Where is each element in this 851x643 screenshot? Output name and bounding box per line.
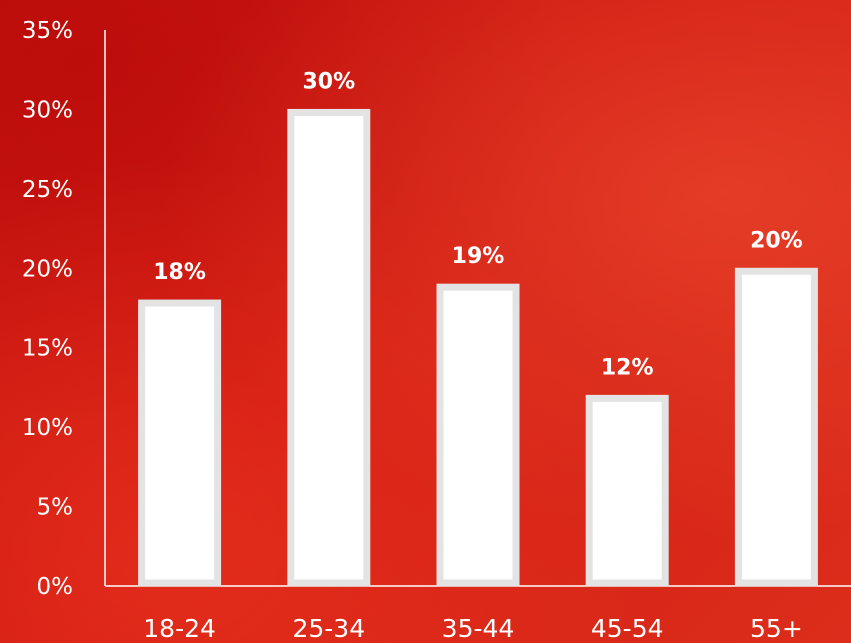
bar-45-54 (585, 394, 669, 587)
y-tick-label: 0% (37, 574, 74, 600)
data-label-18-24: 18% (153, 260, 206, 285)
bar-18-24 (138, 299, 222, 587)
data-label-25-34: 30% (302, 69, 355, 94)
x-axis-category-labels: 18-24 25-34 35-44 45-54 55+ (143, 614, 803, 643)
y-tick-label: 30% (22, 97, 73, 123)
bar-35-44 (436, 283, 520, 587)
y-tick-label: 10% (22, 415, 73, 441)
y-tick-label: 20% (22, 256, 73, 282)
data-label-35-44: 19% (452, 244, 505, 269)
bar-data-labels: 18% 30% 19% 12% 20% (153, 69, 802, 380)
x-tick-label-45-54: 45-54 (591, 614, 664, 643)
bars (138, 108, 818, 587)
x-tick-label-18-24: 18-24 (143, 614, 216, 643)
data-label-45-54: 12% (601, 355, 654, 380)
y-axis-tick-labels: 0% 5% 10% 15% 20% 25% 30% 35% (22, 18, 73, 600)
y-tick-label: 5% (37, 495, 74, 521)
y-tick-label: 25% (22, 177, 73, 203)
y-tick-label: 15% (22, 336, 73, 362)
data-label-55+: 20% (750, 228, 803, 253)
x-tick-label-35-44: 35-44 (442, 614, 515, 643)
bar-25-34 (287, 108, 371, 587)
bar-55+ (734, 267, 818, 587)
x-tick-label-25-34: 25-34 (292, 614, 365, 643)
x-tick-label-55+: 55+ (750, 614, 803, 643)
y-tick-label: 35% (22, 18, 73, 44)
